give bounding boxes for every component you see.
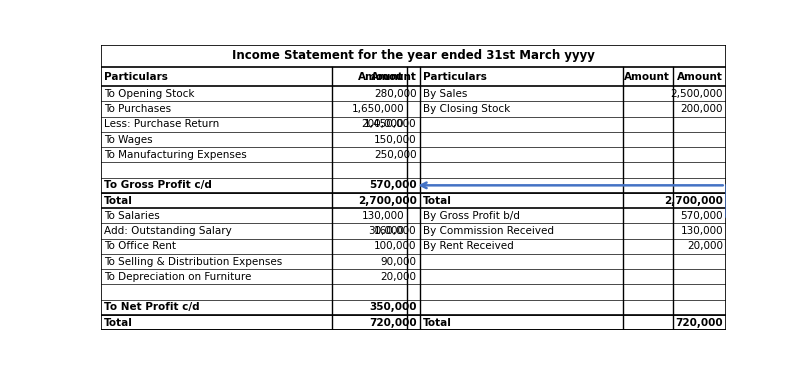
Text: Amount: Amount (624, 72, 670, 82)
Text: 2,500,000: 2,500,000 (671, 89, 723, 99)
Text: 570,000: 570,000 (680, 211, 723, 221)
Text: To Gross Profit c/d: To Gross Profit c/d (104, 180, 212, 190)
Text: 720,000: 720,000 (369, 318, 416, 328)
Text: 130,000: 130,000 (680, 226, 723, 236)
Text: 2,700,000: 2,700,000 (358, 196, 416, 206)
Text: 570,000: 570,000 (369, 180, 416, 190)
Text: Total: Total (104, 196, 133, 206)
Text: 130,000: 130,000 (362, 211, 404, 221)
Text: To Selling & Distribution Expenses: To Selling & Distribution Expenses (104, 257, 282, 267)
Text: To Manufacturing Expenses: To Manufacturing Expenses (104, 150, 247, 160)
Text: 1,650,000: 1,650,000 (352, 104, 404, 114)
Text: 20,000: 20,000 (688, 241, 723, 251)
Text: 150,000: 150,000 (374, 135, 416, 145)
Text: To Office Rent: To Office Rent (104, 241, 176, 251)
Text: Add: Outstanding Salary: Add: Outstanding Salary (104, 226, 232, 236)
Text: Total: Total (104, 318, 133, 328)
Text: 1,450,000: 1,450,000 (364, 119, 416, 129)
Text: 90,000: 90,000 (381, 257, 416, 267)
Text: Particulars: Particulars (423, 72, 487, 82)
Text: Income Statement for the year ended 31st March yyyy: Income Statement for the year ended 31st… (232, 49, 595, 62)
Text: 100,000: 100,000 (374, 241, 416, 251)
Text: 280,000: 280,000 (374, 89, 416, 99)
Text: 720,000: 720,000 (675, 318, 723, 328)
Text: 160,000: 160,000 (374, 226, 416, 236)
Text: 2,700,000: 2,700,000 (664, 196, 723, 206)
Text: Amount: Amount (371, 72, 416, 82)
Text: 20,000: 20,000 (381, 272, 416, 282)
Text: By Commission Received: By Commission Received (423, 226, 554, 236)
Text: By Rent Received: By Rent Received (423, 241, 514, 251)
Text: Total: Total (423, 196, 452, 206)
Text: Amount: Amount (358, 72, 404, 82)
Text: To Purchases: To Purchases (104, 104, 171, 114)
Text: Particulars: Particulars (104, 72, 168, 82)
Text: 200,000: 200,000 (362, 119, 404, 129)
Text: By Sales: By Sales (423, 89, 467, 99)
Text: 250,000: 250,000 (374, 150, 416, 160)
Text: To Wages: To Wages (104, 135, 153, 145)
Text: To Depreciation on Furniture: To Depreciation on Furniture (104, 272, 251, 282)
Text: Amount: Amount (677, 72, 723, 82)
Text: By Closing Stock: By Closing Stock (423, 104, 510, 114)
Text: 200,000: 200,000 (680, 104, 723, 114)
Text: To Salaries: To Salaries (104, 211, 160, 221)
Text: Less: Purchase Return: Less: Purchase Return (104, 119, 220, 129)
Text: Total: Total (423, 318, 452, 328)
Text: To Net Profit c/d: To Net Profit c/d (104, 302, 199, 312)
Text: To Opening Stock: To Opening Stock (104, 89, 194, 99)
Text: 30,000: 30,000 (368, 226, 404, 236)
Text: 350,000: 350,000 (370, 302, 416, 312)
Text: By Gross Profit b/d: By Gross Profit b/d (423, 211, 520, 221)
